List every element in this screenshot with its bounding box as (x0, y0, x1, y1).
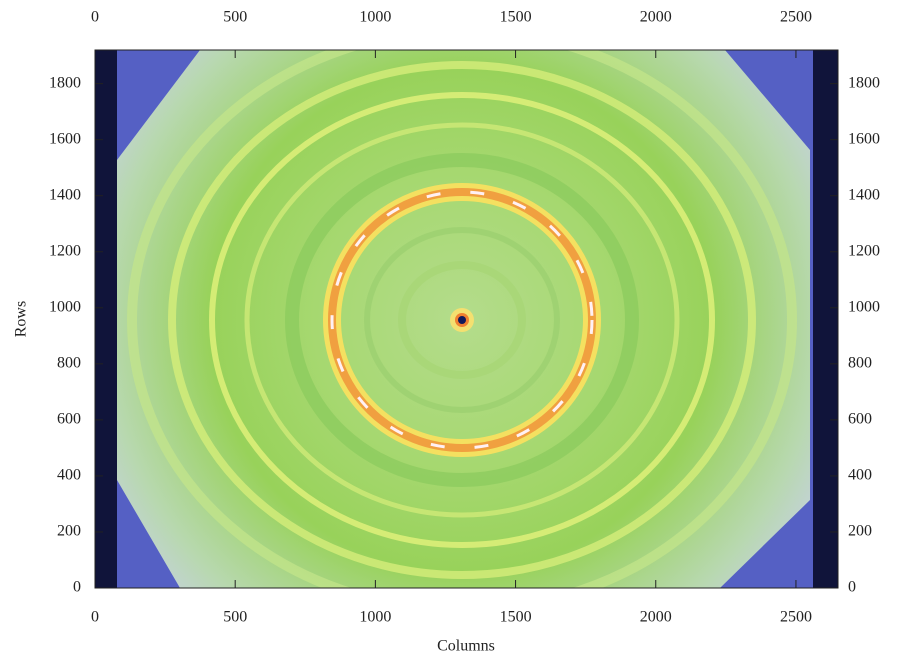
y-tick-label-right: 1400 (848, 186, 880, 203)
y-tick-label-right: 400 (848, 467, 872, 484)
x-tick-label: 1000 (359, 609, 391, 626)
chart: Columns Rows 005005001000100015001500200… (0, 0, 903, 659)
y-tick-label: 400 (57, 467, 81, 484)
x-tick-label: 500 (223, 609, 247, 626)
y-tick-label: 1800 (49, 74, 81, 91)
x-tick-label: 0 (91, 609, 99, 626)
x-tick-label-top: 500 (223, 9, 247, 26)
x-tick-label-top: 0 (91, 9, 99, 26)
x-tick-label: 2000 (640, 609, 672, 626)
y-tick-label: 1000 (49, 298, 81, 315)
x-tick-label: 2500 (780, 609, 812, 626)
y-tick-label-right: 200 (848, 523, 872, 540)
y-tick-label-right: 1800 (848, 74, 880, 91)
y-tick-label-right: 1600 (848, 130, 880, 147)
y-tick-label: 1600 (49, 130, 81, 147)
y-tick-label: 1200 (49, 242, 81, 259)
y-tick-label-right: 1200 (848, 242, 880, 259)
y-axis-label: Rows (13, 301, 30, 337)
y-tick-label: 800 (57, 355, 81, 372)
y-tick-label: 0 (73, 579, 81, 596)
y-tick-label: 600 (57, 411, 81, 428)
x-tick-label-top: 1500 (500, 9, 532, 26)
y-tick-label-right: 800 (848, 355, 872, 372)
x-tick-label-top: 1000 (359, 9, 391, 26)
y-tick-label-right: 0 (848, 579, 856, 596)
x-tick-label: 1500 (500, 609, 532, 626)
x-axis-label: Columns (437, 638, 495, 655)
y-tick-label: 1400 (49, 186, 81, 203)
x-tick-label-top: 2500 (780, 9, 812, 26)
detector-image (95, 30, 838, 610)
y-tick-label: 200 (57, 523, 81, 540)
y-tick-label-right: 1000 (848, 298, 880, 315)
y-tick-label-right: 600 (848, 411, 872, 428)
x-tick-label-top: 2000 (640, 9, 672, 26)
